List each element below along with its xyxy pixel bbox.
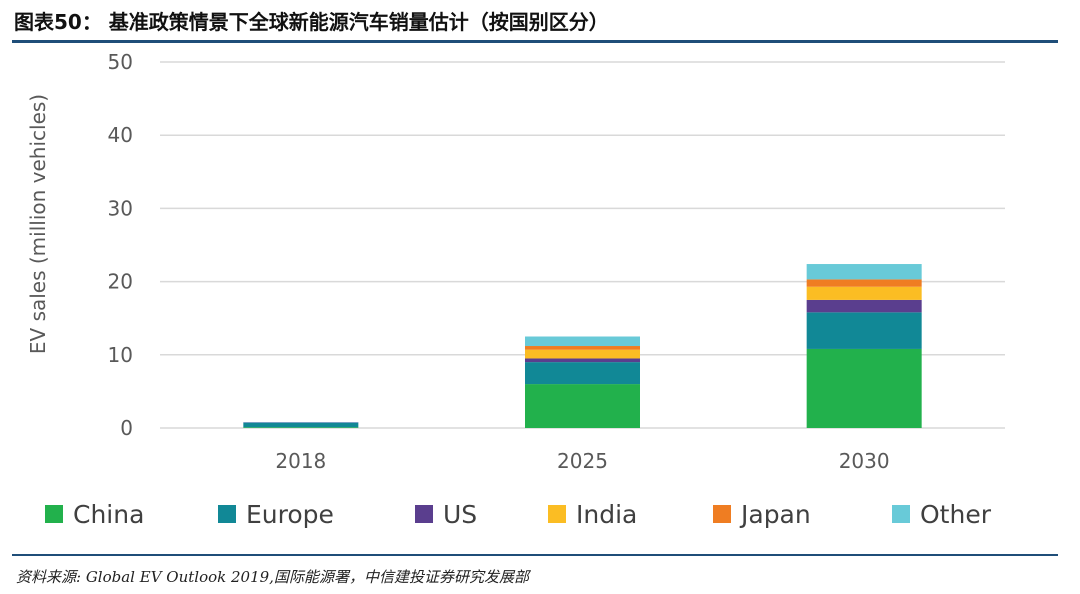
bar-segment-other-2030 [806,264,922,280]
y-tick-label: 10 [108,343,133,367]
legend-label-other: Other [920,500,992,529]
legend-label-us: US [443,500,477,529]
y-tick-label: 0 [120,416,133,440]
legend-label-china: China [73,500,144,529]
x-tick-label: 2030 [839,449,890,473]
legend-swatch-us [415,505,433,523]
bar-segment-india-2025 [525,349,640,359]
y-axis-title: EV sales (million vehicles) [26,94,50,354]
bar-segment-europe-2018 [243,422,359,428]
bar-segment-china-2018 [243,427,359,428]
bar-segment-us-2025 [525,358,640,363]
bar-segment-other-2018 [243,422,359,423]
bar-segment-china-2030 [806,348,922,428]
legend-swatch-china [45,505,63,523]
source-note: 资料来源: Global EV Outlook 2019,国际能源署，中信建投证… [16,568,529,586]
legend-swatch-japan [713,505,731,523]
y-tick-label: 20 [108,270,133,294]
bar-segment-other-2025 [525,336,640,347]
bar-segment-india-2030 [806,286,922,300]
y-tick-label: 40 [108,123,133,147]
bar-segment-japan-2025 [525,346,640,350]
legend-label-japan: Japan [739,500,811,529]
y-tick-labels: 0 10 20 30 40 50 [108,50,133,440]
legend-label-india: India [576,500,637,529]
bar-segment-us-2018 [243,422,359,424]
bar-segment-japan-2030 [806,279,922,287]
x-tick-label: 2018 [275,449,326,473]
bar-segment-us-2030 [806,299,922,313]
y-tick-label: 30 [108,196,133,220]
x-tick-label: 2025 [557,449,608,473]
x-tick-labels: 2018 2025 2030 [275,449,889,473]
top-divider [12,40,1058,43]
y-tick-label: 50 [108,50,133,74]
bar-segment-china-2025 [525,384,640,428]
figure-title: 图表50： 基准政策情景下全球新能源汽车销量估计（按国别区分） [14,10,609,34]
legend-swatch-india [548,505,566,523]
legend: China Europe US India Japan Other [45,500,992,529]
bottom-divider [12,554,1058,556]
legend-label-europe: Europe [246,500,334,529]
legend-swatch-other [892,505,910,523]
bar-segment-europe-2030 [806,312,922,349]
bar-segment-europe-2025 [525,362,640,385]
stacked-bars [243,264,922,428]
legend-swatch-europe [218,505,236,523]
